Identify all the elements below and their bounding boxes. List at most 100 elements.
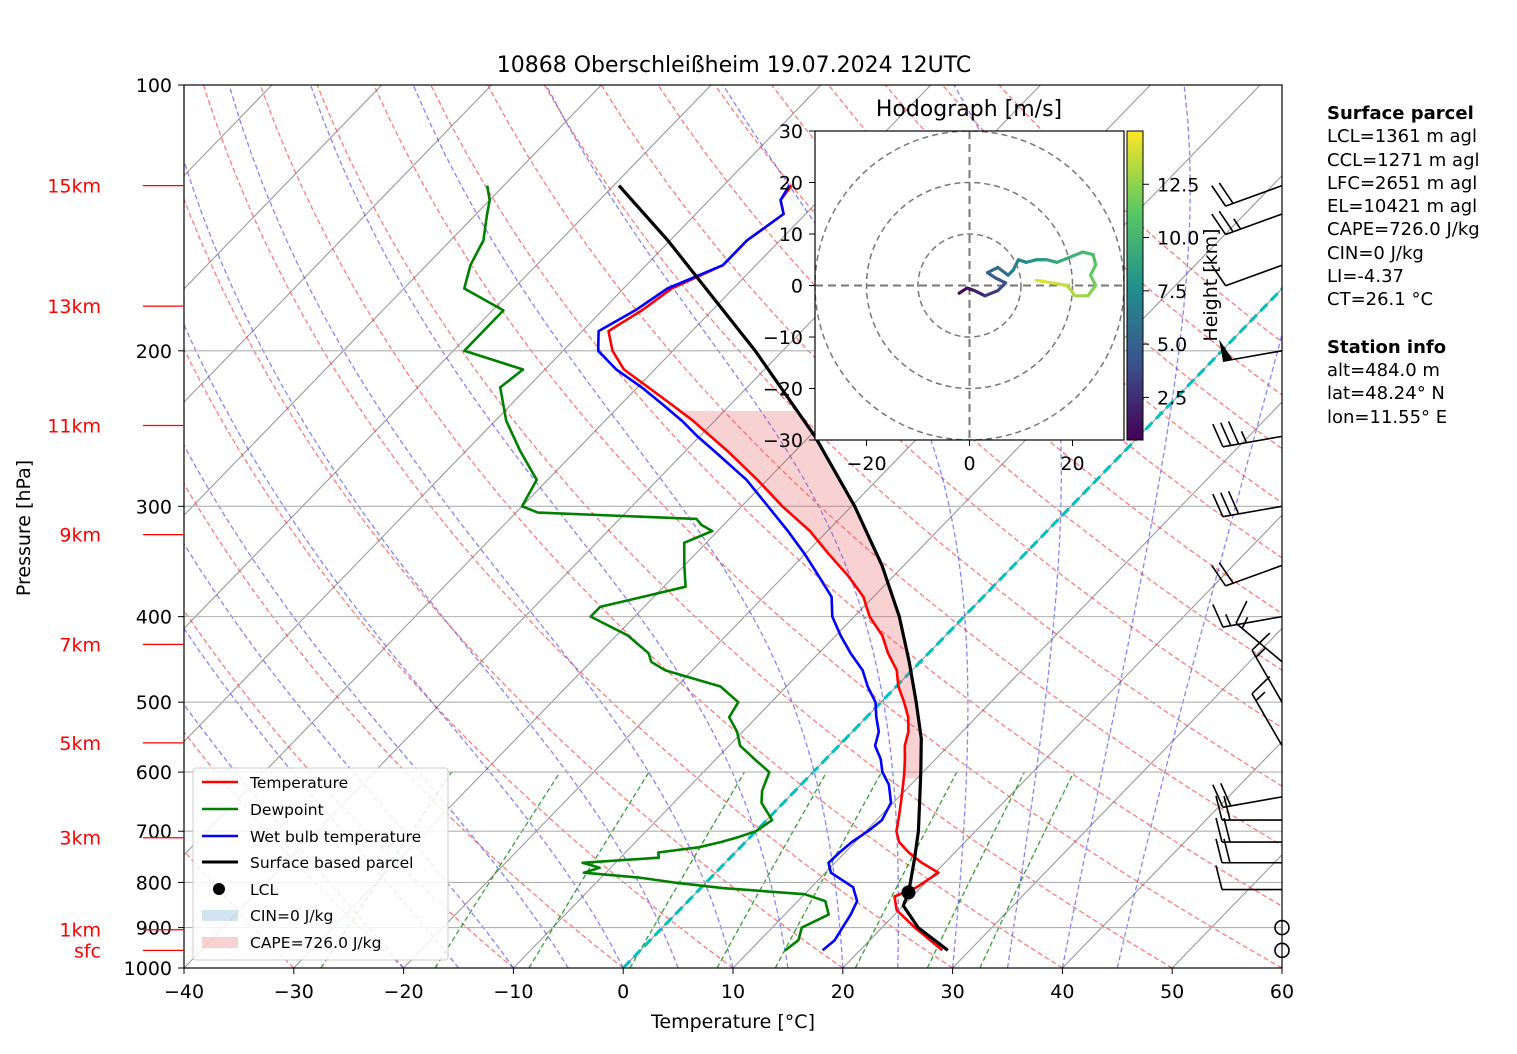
moist-adiabat <box>545 85 900 968</box>
hodograph-segment <box>1088 273 1098 288</box>
hodograph-ticks: −20 0 20 30 20 10 0 −10 −20 −30 <box>763 121 1085 475</box>
hodograph-segment <box>1050 281 1069 288</box>
y-tick-label: 200 <box>136 341 172 363</box>
isotherm <box>952 627 1282 968</box>
wind-barb <box>1251 675 1283 747</box>
height-marker-label: 7km <box>59 634 101 656</box>
mixing-ratio-line <box>434 771 561 968</box>
hodograph-title: Hodograph [m/s] <box>876 97 1062 122</box>
isotherm <box>184 85 712 630</box>
wind-barb <box>1211 210 1283 236</box>
wind-barb <box>1212 782 1283 809</box>
wind-barb <box>1219 339 1283 363</box>
y-tick-label: 100 <box>136 75 172 97</box>
x-tick-label: 10 <box>721 981 745 1003</box>
barb-feather <box>1251 632 1271 651</box>
hodograph-y-tick-label: 30 <box>779 121 803 143</box>
hodograph-rings <box>815 131 1124 440</box>
surface-parcel-line: CAPE=726.0 J/kg <box>1327 219 1480 241</box>
barb-shaft <box>1225 564 1283 587</box>
dry-adiabat <box>373 85 1282 968</box>
y-tick-label: 1000 <box>124 958 172 980</box>
isotherm <box>732 401 1282 968</box>
x-axis-label: Temperature [°C] <box>650 1011 815 1033</box>
mixing-ratio-line <box>979 771 1075 968</box>
barb-half-feather <box>1233 218 1242 230</box>
hodograph-segment <box>973 289 987 298</box>
moist-adiabat <box>412 85 844 968</box>
wind-barb <box>1212 604 1283 628</box>
barb-shaft <box>1225 213 1283 236</box>
barb-shaft <box>1251 649 1283 703</box>
x-tick-label: 50 <box>1160 981 1184 1003</box>
height-marker-label: 9km <box>59 525 101 547</box>
barb-feather <box>1215 838 1223 863</box>
dry-adiabat <box>487 85 1282 847</box>
colorbar-tick-label: 2.5 <box>1157 387 1187 409</box>
wind-barb <box>1212 491 1283 518</box>
barb-shaft <box>1222 615 1283 628</box>
hodograph-y-tick-label: −20 <box>763 379 803 401</box>
moist-adiabat <box>184 444 569 968</box>
legend-swatch-cin <box>202 910 238 921</box>
barb-feather <box>1219 782 1232 807</box>
dry-adiabat <box>184 197 844 968</box>
surface-parcel-line: LCL=1361 m agl <box>1327 126 1477 148</box>
hodograph-segment <box>1081 250 1095 257</box>
barb-feather <box>1218 182 1234 204</box>
hodograph-segment <box>993 276 1008 285</box>
colorbar-ticks: 2.5 5.0 7.5 10.0 12.5 <box>1143 174 1199 409</box>
barb-shaft <box>1225 264 1283 287</box>
x-tick-label: 60 <box>1270 981 1294 1003</box>
hodograph-inset: −20 0 20 30 20 10 0 −10 −20 −30 Hodograph [m/s] 2… <box>763 97 1222 475</box>
height-marker-label: 3km <box>59 828 101 850</box>
surface-parcel-line: CIN=0 J/kg <box>1327 242 1424 264</box>
y-tick-label: 800 <box>136 872 172 894</box>
barb-feather <box>1223 817 1231 843</box>
mixing-ratio-line <box>629 771 746 968</box>
barb-feather <box>1218 210 1234 233</box>
height-marker-label: 5km <box>59 733 101 755</box>
hodograph-segment <box>1045 258 1059 264</box>
barb-feather <box>1211 213 1227 236</box>
hodograph-y-tick-label: −30 <box>763 430 803 452</box>
y-axis-ticks: 1000 900 800 700 600 500 400 300 200 100 <box>124 75 184 980</box>
height-marker-label: sfc <box>74 940 101 962</box>
barb-feather <box>1212 604 1224 628</box>
legend-box <box>192 767 449 961</box>
hodograph-segment <box>1088 263 1098 277</box>
info-panel: Surface parcel LCL=1361 m agl CCL=1271 m… <box>1327 102 1480 429</box>
barb-feather <box>1212 493 1224 518</box>
lcl-marker <box>901 885 916 900</box>
y-tick-label: 400 <box>136 607 172 629</box>
hodograph-segment <box>1024 258 1039 264</box>
moist-adiabat <box>1061 85 1191 968</box>
colorbar-tick-label: 7.5 <box>1157 281 1187 303</box>
legend-label-dewpoint: Dewpoint <box>250 801 324 819</box>
height-colorbar <box>1126 130 1144 441</box>
y-axis-label: Pressure [hPa] <box>13 460 35 596</box>
height-marker-label: 11km <box>47 415 101 437</box>
hodograph-ring <box>917 233 1022 338</box>
cape-fill-layer <box>680 411 922 779</box>
barb-feather <box>1223 795 1231 821</box>
info-spacer <box>1327 312 1480 336</box>
station-info-header: Station info <box>1327 336 1447 358</box>
x-tick-label: −20 <box>384 981 424 1003</box>
hodograph-x-tick-label: 0 <box>963 453 975 475</box>
hodograph-segment <box>1055 255 1072 264</box>
dry-adiabat <box>828 85 1282 504</box>
wind-barb <box>1251 632 1283 703</box>
y-tick-label: 700 <box>136 821 172 843</box>
hodograph-segment <box>1034 278 1054 285</box>
dewpoint-line <box>462 185 831 952</box>
wind-barb <box>1215 865 1282 891</box>
hodograph-y-tick-label: 0 <box>791 276 803 298</box>
barb-flag <box>1219 339 1233 362</box>
dry-adiabat <box>316 85 1173 968</box>
height-marker-label: 1km <box>59 920 101 942</box>
y-tick-label: 300 <box>136 496 172 518</box>
legend-label-lcl: LCL <box>250 881 278 899</box>
hodograph-segment <box>985 265 1000 275</box>
wind-barb <box>1215 817 1282 843</box>
